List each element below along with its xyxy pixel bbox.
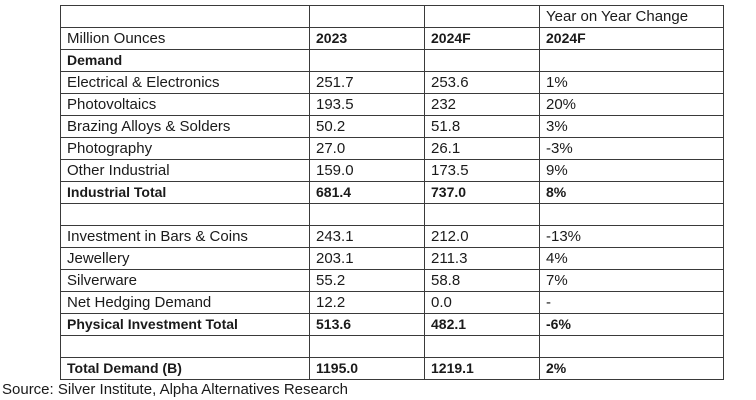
row-label: Other Industrial xyxy=(60,159,310,182)
value-2023: 27.0 xyxy=(309,137,425,160)
value-2024f: 26.1 xyxy=(424,137,540,160)
header-top-cell-3 xyxy=(424,5,540,28)
empty-cell xyxy=(424,49,540,72)
value-2024f: 482.1 xyxy=(424,313,540,336)
value-2024f: 1219.1 xyxy=(424,357,540,380)
value-yoy: -3% xyxy=(539,137,724,160)
row-label: Silverware xyxy=(60,269,310,292)
silver-demand-table: Year on Year Change Million Ounces 2023 … xyxy=(60,5,724,380)
header-top-row: Year on Year Change xyxy=(60,5,724,28)
value-2023: 55.2 xyxy=(309,269,425,292)
empty-cell xyxy=(539,203,724,226)
empty-cell xyxy=(309,203,425,226)
header-top-cell-1 xyxy=(60,5,310,28)
value-yoy: 3% xyxy=(539,115,724,138)
value-yoy: 20% xyxy=(539,93,724,116)
value-yoy: -6% xyxy=(539,313,724,336)
table-row: Photovoltaics 193.5 232 20% xyxy=(60,93,724,116)
value-2023: 513.6 xyxy=(309,313,425,336)
row-label: Brazing Alloys & Solders xyxy=(60,115,310,138)
value-yoy: 1% xyxy=(539,71,724,94)
value-yoy: 9% xyxy=(539,159,724,182)
table-row: Net Hedging Demand 12.2 0.0 - xyxy=(60,291,724,314)
value-2024f: 211.3 xyxy=(424,247,540,270)
value-2023: 251.7 xyxy=(309,71,425,94)
total-demand-row: Total Demand (B) 1195.0 1219.1 2% xyxy=(60,357,724,380)
row-label: Photovoltaics xyxy=(60,93,310,116)
table-row: Other Industrial 159.0 173.5 9% xyxy=(60,159,724,182)
value-2023: 193.5 xyxy=(309,93,425,116)
section-label-demand: Demand xyxy=(60,49,310,72)
empty-cell xyxy=(424,203,540,226)
empty-cell xyxy=(309,335,425,358)
value-2024f: 58.8 xyxy=(424,269,540,292)
value-2024f: 737.0 xyxy=(424,181,540,204)
value-yoy: 4% xyxy=(539,247,724,270)
row-label: Total Demand (B) xyxy=(60,357,310,380)
value-yoy: - xyxy=(539,291,724,314)
section-row-demand: Demand xyxy=(60,49,724,72)
spacer-row xyxy=(60,335,724,358)
table-row: Investment in Bars & Coins 243.1 212.0 -… xyxy=(60,225,724,248)
table-row: Electrical & Electronics 251.7 253.6 1% xyxy=(60,71,724,94)
row-label: Jewellery xyxy=(60,247,310,270)
physical-investment-total-row: Physical Investment Total 513.6 482.1 -6… xyxy=(60,313,724,336)
row-label: Investment in Bars & Coins xyxy=(60,225,310,248)
value-2023: 203.1 xyxy=(309,247,425,270)
value-2024f: 51.8 xyxy=(424,115,540,138)
value-yoy: 7% xyxy=(539,269,724,292)
table-row: Silverware 55.2 58.8 7% xyxy=(60,269,724,292)
value-2024f: 212.0 xyxy=(424,225,540,248)
source-note: Source: Silver Institute, Alpha Alternat… xyxy=(2,381,349,398)
empty-cell xyxy=(539,49,724,72)
year-2024f-header: 2024F xyxy=(424,27,540,50)
spacer-row xyxy=(60,203,724,226)
empty-cell xyxy=(60,335,310,358)
value-yoy: 2% xyxy=(539,357,724,380)
units-header: Million Ounces xyxy=(60,27,310,50)
value-yoy: 8% xyxy=(539,181,724,204)
row-label: Net Hedging Demand xyxy=(60,291,310,314)
value-2023: 159.0 xyxy=(309,159,425,182)
header-top-cell-2 xyxy=(309,5,425,28)
value-2023: 243.1 xyxy=(309,225,425,248)
value-2023: 12.2 xyxy=(309,291,425,314)
empty-cell xyxy=(60,203,310,226)
value-2023: 1195.0 xyxy=(309,357,425,380)
row-label: Photography xyxy=(60,137,310,160)
year-2023-header: 2023 xyxy=(309,27,425,50)
row-label: Industrial Total xyxy=(60,181,310,204)
yoy-2024f-header: 2024F xyxy=(539,27,724,50)
empty-cell xyxy=(539,335,724,358)
row-label: Electrical & Electronics xyxy=(60,71,310,94)
table-row: Photography 27.0 26.1 -3% xyxy=(60,137,724,160)
value-2024f: 253.6 xyxy=(424,71,540,94)
industrial-total-row: Industrial Total 681.4 737.0 8% xyxy=(60,181,724,204)
value-2023: 681.4 xyxy=(309,181,425,204)
empty-cell xyxy=(424,335,540,358)
value-2023: 50.2 xyxy=(309,115,425,138)
table-row: Brazing Alloys & Solders 50.2 51.8 3% xyxy=(60,115,724,138)
value-2024f: 0.0 xyxy=(424,291,540,314)
header-row: Million Ounces 2023 2024F 2024F xyxy=(60,27,724,50)
yoy-change-header: Year on Year Change xyxy=(539,5,724,28)
value-yoy: -13% xyxy=(539,225,724,248)
value-2024f: 232 xyxy=(424,93,540,116)
empty-cell xyxy=(309,49,425,72)
row-label: Physical Investment Total xyxy=(60,313,310,336)
value-2024f: 173.5 xyxy=(424,159,540,182)
table-row: Jewellery 203.1 211.3 4% xyxy=(60,247,724,270)
